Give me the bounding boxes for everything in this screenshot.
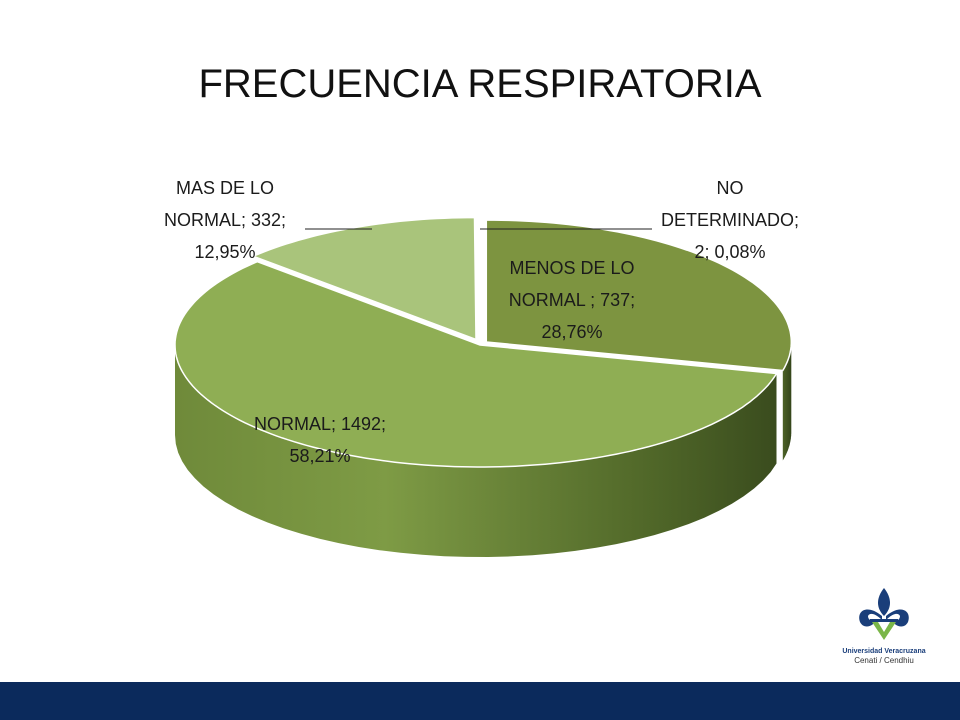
pie-slice-menos-de-lo-normal	[485, 219, 793, 372]
university-name: Universidad Veracruzana	[842, 648, 926, 655]
chart-title: FRECUENCIA RESPIRATORIA	[198, 62, 762, 106]
slice-label-no-determinado: NO DETERMINADO; 2; 0,08%	[660, 178, 799, 262]
pie-slice-normal	[174, 260, 778, 468]
slice-label-menos-de-lo-normal: MENOS DE LO NORMAL ; 737; 28,76%	[508, 258, 636, 342]
pie-sides	[175, 342, 792, 557]
slice-label-normal: NORMAL; 1492; 58,21%	[253, 414, 387, 466]
pie-slice-mas-de-lo-normal	[251, 216, 477, 341]
slice-side-menos-de-lo-normal	[782, 342, 792, 461]
pie-slice-no-determinado	[477, 215, 481, 338]
university-logo: Universidad Veracruzana Cenati / Cendhiu	[836, 586, 932, 676]
fleur-de-lis-icon	[859, 588, 909, 640]
slice-label-mas-de-lo-normal: MAS DE LO NORMAL; 332; 12,95%	[163, 178, 287, 262]
slice-side-normal	[175, 345, 777, 557]
university-subtitle: Cenati / Cendhiu	[854, 656, 914, 665]
footer-bar	[0, 682, 960, 720]
pie-tops	[174, 215, 793, 468]
